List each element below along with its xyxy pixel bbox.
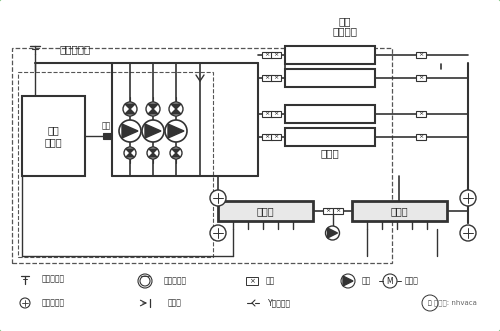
Text: 制冷机: 制冷机 [320,148,340,158]
Polygon shape [122,124,138,138]
Bar [285,105,375,123]
Text: ×: × [325,209,330,213]
Text: 外温传感器: 外温传感器 [42,274,64,283]
Text: ×: × [418,75,424,80]
Text: ×: × [274,134,278,139]
Text: ×: × [418,53,424,58]
Circle shape [422,295,438,311]
Polygon shape [172,153,180,157]
Circle shape [119,120,141,142]
Circle shape [460,225,476,241]
Bar [416,75,426,81]
Text: ×: × [264,134,270,139]
Polygon shape [125,109,135,114]
Text: ×: × [274,112,278,117]
Bar [322,208,332,214]
Text: ×: × [418,134,424,139]
Text: ×: × [264,53,270,58]
Bar [103,133,111,139]
Text: ×: × [274,75,278,80]
Circle shape [383,274,397,288]
Bar [271,52,281,58]
Bar [218,201,313,221]
Circle shape [20,298,30,308]
Bar [332,208,342,214]
Text: 外温传感器: 外温传感器 [60,44,90,54]
Text: 集水缸: 集水缸 [256,206,274,216]
Text: 温度传感器: 温度传感器 [42,299,64,307]
Bar [271,134,281,140]
Bar [246,277,258,285]
Bar [271,75,281,81]
Bar [262,134,272,140]
Bar [18,72,213,257]
Bar [12,48,392,263]
Text: 锅炉: 锅炉 [339,16,351,26]
Polygon shape [171,109,181,114]
Polygon shape [148,104,158,109]
Text: M: M [386,276,394,286]
Bar [262,111,272,117]
Circle shape [140,276,150,286]
Circle shape [138,274,152,288]
Circle shape [146,102,160,116]
Polygon shape [125,104,135,109]
Circle shape [147,147,159,159]
Polygon shape [168,124,184,138]
Polygon shape [126,149,134,153]
Bar [416,134,426,140]
Text: 阀门: 阀门 [266,276,274,286]
Bar [262,75,272,81]
Text: 变频
控制柜: 变频 控制柜 [44,125,62,147]
Text: ×: × [264,75,270,80]
Text: 一度: 一度 [102,121,110,130]
Bar [262,52,272,58]
Polygon shape [149,149,157,153]
Text: ×: × [274,53,278,58]
Circle shape [326,226,340,240]
Text: Y型过滤器: Y型过滤器 [268,299,291,307]
Text: 逆止阀: 逆止阀 [168,299,182,307]
Bar [285,46,375,64]
Circle shape [170,147,182,159]
Circle shape [210,190,226,206]
Polygon shape [328,228,338,238]
Bar [285,128,375,146]
Circle shape [460,190,476,206]
Text: ×: × [335,209,340,213]
Circle shape [123,102,137,116]
Polygon shape [126,153,134,157]
Polygon shape [171,104,181,109]
Text: 压力传感器: 压力传感器 [164,276,186,286]
Bar [271,111,281,117]
Bar [22,96,85,176]
Text: 水泵: 水泵 [362,276,370,286]
Text: 热交换器: 热交换器 [332,26,357,36]
Text: 分水缸: 分水缸 [390,206,408,216]
Bar [416,52,426,58]
Text: ×: × [249,278,255,284]
Bar [416,111,426,117]
Polygon shape [148,109,158,114]
Polygon shape [172,149,180,153]
Text: ×: × [264,112,270,117]
Text: 电动机: 电动机 [405,276,419,286]
Bar [285,69,375,87]
Polygon shape [343,276,353,286]
Circle shape [165,120,187,142]
Polygon shape [145,124,161,138]
Text: ×: × [418,112,424,117]
Circle shape [142,120,164,142]
Text: 微信号: nhvaca: 微信号: nhvaca [434,300,476,306]
Circle shape [169,102,183,116]
Circle shape [210,225,226,241]
Polygon shape [149,153,157,157]
Circle shape [124,147,136,159]
Bar [352,201,447,221]
Text: 微: 微 [428,300,432,306]
Circle shape [341,274,355,288]
